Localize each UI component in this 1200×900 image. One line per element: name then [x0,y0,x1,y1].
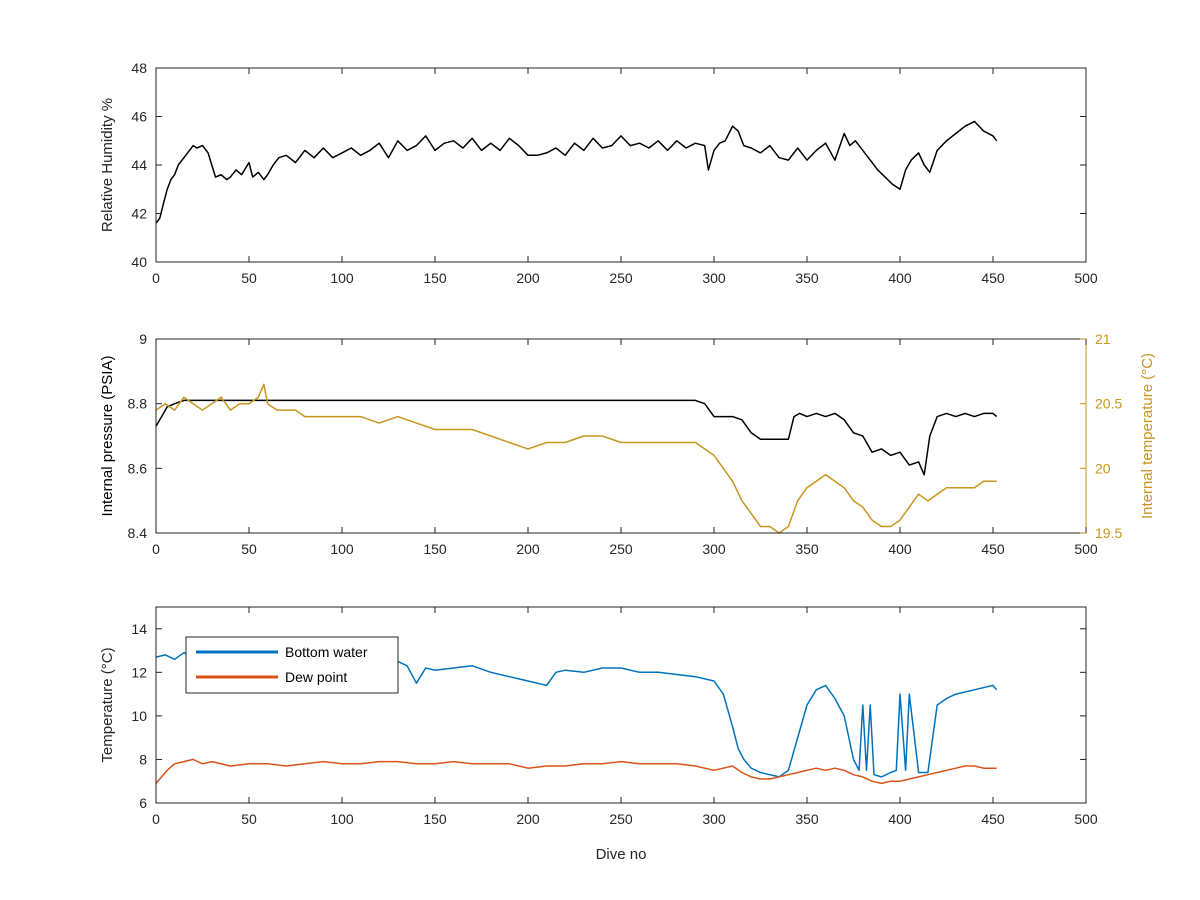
y-axis-label: Internal pressure (PSIA) [99,356,116,517]
x-tick-label: 450 [981,811,1005,827]
x-tick-label: 0 [152,270,160,286]
legend-label: Bottom water [285,644,368,660]
y-tick-label: 44 [131,157,147,173]
y-tick-label: 8.6 [128,460,148,476]
x-tick-label: 200 [516,270,540,286]
y-tick-label: 8.8 [128,396,148,412]
x-tick-label: 500 [1074,541,1098,557]
legend: Bottom water Dew point [185,636,399,694]
y-tick-label: 6 [139,795,147,811]
y2-tick-label: 20.5 [1095,396,1122,412]
x-tick-label: 250 [609,541,633,557]
y-tick-label: 48 [131,60,147,76]
y2-axis-label: Internal temperature (°C) [1139,353,1156,519]
x-tick-label: 50 [241,811,257,827]
x-tick-label: 50 [241,270,257,286]
x-tick-label: 50 [241,541,257,557]
x-tick-label: 400 [888,541,912,557]
y2-tick-label: 21 [1095,331,1111,347]
y-tick-label: 46 [131,109,147,125]
x-tick-label: 150 [423,811,447,827]
y-tick-label: 10 [131,708,147,724]
x-tick-label: 0 [152,811,160,827]
y-tick-label: 42 [131,206,147,222]
y2-tick-label: 20 [1095,460,1111,476]
series-line-left-0 [155,399,998,476]
y-tick-label: 9 [139,331,147,347]
temperature-panel: 0 50 100 150 200 250 300 350 400 450 500 6 8 10 12 14 Te… [99,606,1098,827]
y2-tick-label: 19.5 [1095,525,1122,541]
x-tick-label: 100 [330,270,354,286]
y-tick-label: 8.4 [128,525,148,541]
humidity-panel: 0 50 100 150 200 250 300 350 400 450 500 40 42 44 46 48… [99,60,1098,286]
x-tick-label: 150 [423,270,447,286]
y-tick-label: 12 [131,664,147,680]
y-axis-label: Temperature (°C) [99,647,116,762]
x-tick-label: 400 [888,270,912,286]
x-tick-label: 450 [981,541,1005,557]
y-axis-label: Relative Humidity % [99,98,116,232]
x-axis-label: Dive no [596,846,647,863]
x-tick-label: 350 [795,270,819,286]
x-tick-label: 250 [609,811,633,827]
x-tick-label: 200 [516,541,540,557]
x-tick-label: 350 [795,811,819,827]
x-tick-label: 100 [330,811,354,827]
series-line-dew-point [155,758,997,785]
x-tick-label: 300 [702,270,726,286]
series-line-right-1 [155,383,997,534]
x-tick-label: 150 [423,541,447,557]
y-tick-label: 40 [131,254,147,270]
x-tick-label: 200 [516,811,540,827]
x-tick-label: 100 [330,541,354,557]
x-tick-label: 350 [795,541,819,557]
x-tick-label: 450 [981,270,1005,286]
x-tick-label: 300 [702,541,726,557]
x-tick-label: 500 [1074,811,1098,827]
legend-label: Dew point [285,669,347,685]
pressure-temperature-panel: 0 50 100 150 200 250 300 350 400 450 500 8.4 8.6 8.8 9… [99,331,1156,557]
x-tick-label: 250 [609,270,633,286]
y-tick-label: 14 [131,621,147,637]
x-tick-label: 400 [888,811,912,827]
x-tick-label: 0 [152,541,160,557]
y-tick-label: 8 [139,751,147,767]
legend-box [185,636,399,694]
x-tick-label: 300 [702,811,726,827]
series-line-main-0 [155,120,998,224]
x-tick-label: 500 [1074,270,1098,286]
